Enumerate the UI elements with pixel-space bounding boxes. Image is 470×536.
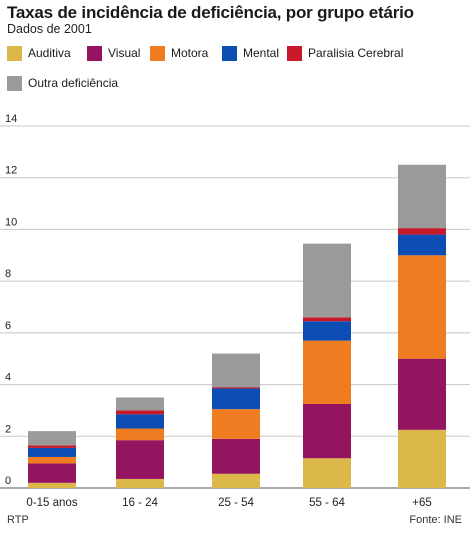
legend-swatch-outra-deficiencia — [7, 75, 22, 91]
legend-label-visual: Visual — [108, 46, 141, 60]
bar-segment-motora-0-15-anos — [28, 456, 76, 464]
x-tick-label-0-15-anos: 0-15 anos — [26, 497, 77, 509]
chart-title: Taxas de incidência de deficiência, por … — [7, 3, 414, 22]
legend-item-auditiva: Auditiva — [7, 44, 71, 62]
bar-segment-motora-55-64 — [303, 340, 351, 404]
bar-segment-paralisia-cerebral-25-54 — [212, 387, 260, 389]
bar-segment-auditiva-16-24 — [116, 478, 164, 488]
bar-segment-visual-55-64 — [303, 403, 351, 459]
legend-label-mental: Mental — [243, 46, 280, 60]
bar-segment-outra-deficiencia-65 — [398, 164, 446, 229]
y-tick-label-12: 12 — [5, 165, 17, 177]
chart-subtitle: Dados de 2001 — [7, 22, 92, 36]
y-tick-label-14: 14 — [5, 113, 17, 125]
bar-segment-mental-16-24 — [116, 414, 164, 429]
bar-segment-auditiva-55-64 — [303, 458, 351, 488]
legend-item-motora: Motora — [150, 44, 208, 62]
legend-label-paralisia-cerebral: Paralisia Cerebral — [308, 46, 404, 60]
footer-left-credit: RTP — [7, 514, 29, 526]
bar-segment-auditiva-65 — [398, 429, 446, 488]
bar-segment-visual-0-15-anos — [28, 463, 76, 483]
bar-segment-mental-25-54 — [212, 388, 260, 410]
legend-swatch-visual — [87, 45, 102, 61]
footer-source: Fonte: INE — [409, 514, 462, 526]
bar-segment-motora-16-24 — [116, 428, 164, 441]
legend-label-auditiva: Auditiva — [28, 46, 71, 60]
x-tick-label-25-54: 25 - 54 — [218, 497, 254, 509]
legend-swatch-paralisia-cerebral — [287, 45, 302, 61]
bar-segment-paralisia-cerebral-0-15-anos — [28, 445, 76, 448]
bar-segment-outra-deficiencia-0-15-anos — [28, 431, 76, 446]
legend-label-motora: Motora — [171, 46, 209, 60]
y-tick-label-10: 10 — [5, 216, 17, 228]
bar-segment-auditiva-0-15-anos — [28, 482, 76, 488]
bar-segment-mental-65 — [398, 234, 446, 256]
bar-segment-motora-65 — [398, 255, 446, 359]
legend-swatch-mental — [222, 45, 237, 61]
bar-segment-mental-55-64 — [303, 321, 351, 341]
legend-item-visual: Visual — [87, 44, 140, 62]
y-tick-label-2: 2 — [5, 423, 11, 435]
y-tick-label-6: 6 — [5, 320, 11, 332]
bar-segment-mental-0-15-anos — [28, 447, 76, 457]
bar-segment-outra-deficiencia-25-54 — [212, 353, 260, 388]
x-tick-label-16-24: 16 - 24 — [122, 497, 158, 509]
legend-item-paralisia-cerebral: Paralisia Cerebral — [287, 44, 403, 62]
bar-segment-visual-65 — [398, 358, 446, 430]
bar-segment-motora-25-54 — [212, 409, 260, 439]
bar-segment-visual-16-24 — [116, 440, 164, 479]
y-tick-label-8: 8 — [5, 268, 11, 280]
y-tick-label-4: 4 — [5, 372, 11, 384]
bar-segment-auditiva-25-54 — [212, 473, 260, 488]
legend-swatch-motora — [150, 45, 165, 61]
bar-segment-paralisia-cerebral-65 — [398, 228, 446, 235]
legend-swatch-auditiva — [7, 45, 22, 61]
legend-item-outra-deficiencia: Outra deficiência — [7, 74, 118, 92]
bar-segment-outra-deficiencia-16-24 — [116, 397, 164, 411]
bar-segment-outra-deficiencia-55-64 — [303, 243, 351, 318]
legend-item-mental: Mental — [222, 44, 279, 62]
bar-segment-paralisia-cerebral-16-24 — [116, 410, 164, 415]
bar-segment-visual-25-54 — [212, 438, 260, 474]
y-tick-label-0: 0 — [5, 475, 11, 487]
legend-label-outra-deficiencia: Outra deficiência — [28, 76, 119, 90]
x-tick-label-55-64: 55 - 64 — [309, 497, 345, 509]
bar-segment-paralisia-cerebral-55-64 — [303, 317, 351, 322]
x-tick-label-65: +65 — [412, 497, 432, 509]
